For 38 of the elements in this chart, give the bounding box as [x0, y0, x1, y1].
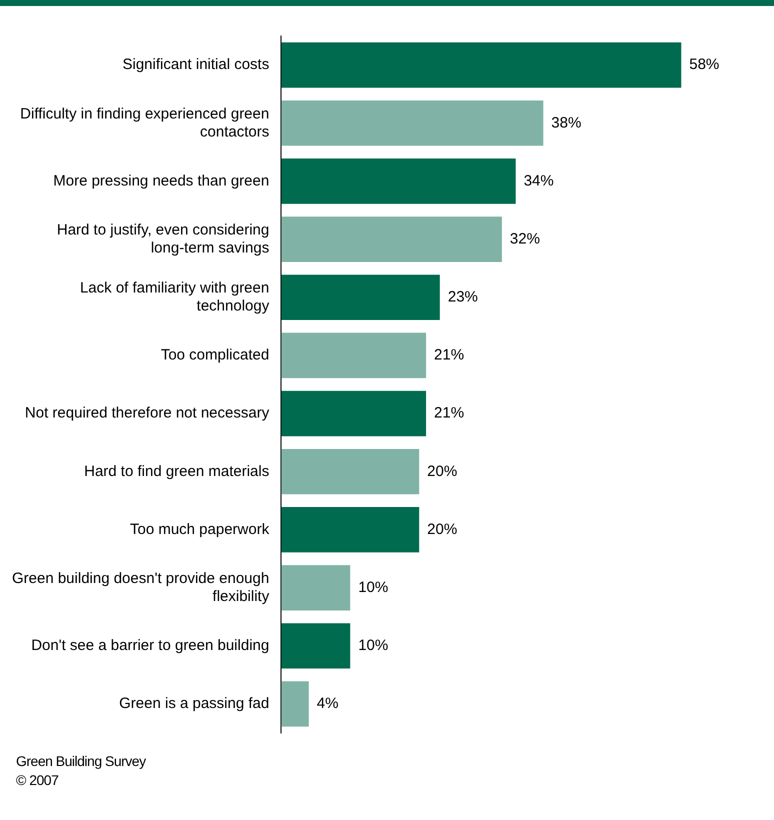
bar [281, 158, 516, 204]
bar [281, 448, 420, 494]
bar [281, 332, 426, 378]
y-tick-label: Lack of familiarity with green technology [80, 280, 270, 315]
bar [281, 100, 544, 146]
bar [281, 390, 426, 436]
y-tick-label: Difficulty in finding experienced green contactors [20, 105, 270, 140]
y-tick-label: Don't see a barrier to green building [31, 637, 270, 654]
text: © 2007 [16, 771, 60, 790]
data-label: 23% [448, 288, 478, 306]
data-label: 21% [434, 346, 464, 364]
y-tick-label: Too much paperwork [130, 520, 270, 538]
bar [281, 274, 440, 320]
data-label: 20% [427, 520, 458, 538]
y-tick-label: Green building doesn't provide enough flexibility [12, 570, 270, 605]
data-label: 38% [551, 114, 582, 132]
data-label: 21% [434, 404, 464, 422]
y-tick-label: Significant initial costs [122, 56, 270, 74]
y-tick-label: More pressing needs than green [53, 172, 270, 190]
data-label: 32% [510, 230, 540, 248]
bar [281, 42, 682, 88]
y-tick-label: Hard to justify, even considering long-term savings [56, 221, 270, 256]
data-label: 58% [689, 56, 720, 74]
data-label: 4% [316, 695, 338, 712]
y-tick-label: Too complicated [160, 346, 270, 364]
bar [281, 565, 350, 610]
bar [281, 507, 420, 552]
data-label: 10% [358, 578, 388, 596]
y-tick-label: Hard to find green materials [84, 462, 270, 480]
data-label: 20% [427, 462, 458, 480]
bar [281, 623, 350, 669]
bar [281, 216, 502, 262]
data-label: 10% [358, 637, 388, 654]
data-label: 34% [524, 172, 554, 190]
y-tick-label: Not required therefore not necessary [24, 404, 270, 422]
text: Green Building Survey [16, 752, 147, 771]
y-tick-label: Green is a passing fad [119, 695, 270, 712]
bar [281, 681, 309, 727]
